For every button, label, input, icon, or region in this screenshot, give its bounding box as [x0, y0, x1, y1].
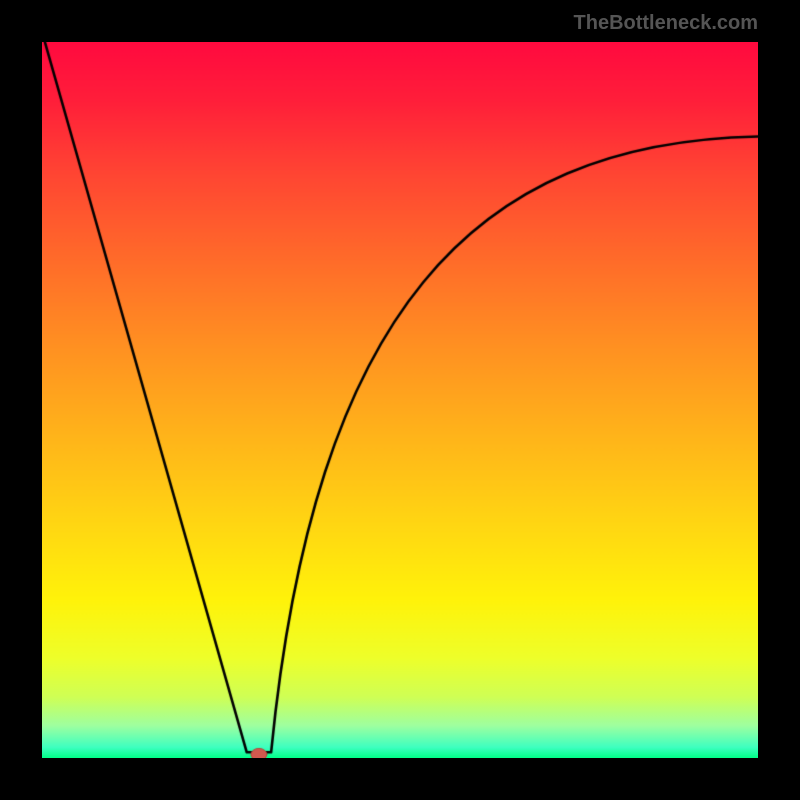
bottleneck-curve — [42, 42, 758, 758]
chart-stage: TheBottleneck.com — [0, 0, 800, 800]
watermark-text: TheBottleneck.com — [574, 12, 758, 35]
